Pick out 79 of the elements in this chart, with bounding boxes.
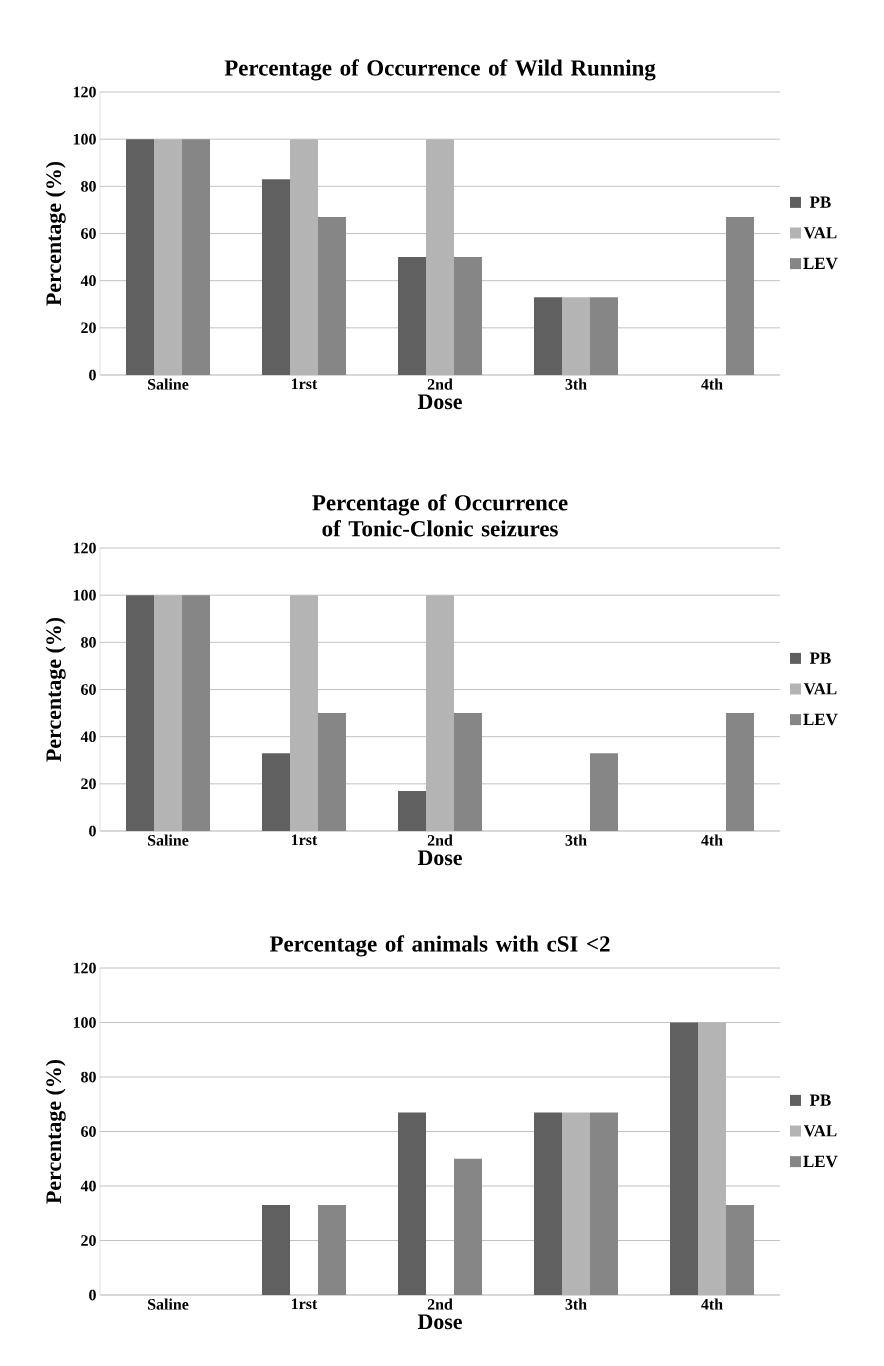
x-tick-label: 2nd <box>427 1298 453 1310</box>
y-tick-label: 80 <box>81 180 96 192</box>
legend-label: PB <box>809 196 831 208</box>
y-tick-label: 0 <box>89 369 96 381</box>
y-tick-label: 20 <box>81 322 96 334</box>
chart-title: Percentage of animals with cSI <2 <box>269 935 610 957</box>
y-axis-title: Percentage (%) <box>45 617 66 762</box>
bar <box>590 753 619 832</box>
x-tick-label: Saline <box>148 1298 189 1310</box>
bar <box>670 1022 699 1296</box>
legend-label: LEV <box>803 1155 838 1168</box>
bar <box>590 1112 619 1296</box>
x-axis-title: Dose <box>417 394 462 410</box>
y-axis-title: Percentage (%) <box>45 161 66 306</box>
x-tick-label: 1rst <box>292 378 318 390</box>
y-tick-label: 120 <box>73 542 96 554</box>
bar <box>318 713 346 832</box>
bar <box>262 753 290 832</box>
bar <box>262 1205 290 1296</box>
x-tick-label: Saline <box>148 834 189 846</box>
y-tick-label: 0 <box>89 825 96 837</box>
bar <box>454 257 482 375</box>
bar <box>726 217 755 375</box>
x-tick-label: 3th <box>565 1298 587 1310</box>
y-tick-label: 40 <box>80 731 96 743</box>
bar <box>534 1112 563 1296</box>
y-tick-label: 20 <box>81 1235 96 1246</box>
bar <box>590 297 619 375</box>
y-tick-label: 60 <box>81 1126 96 1137</box>
bar <box>398 257 426 375</box>
x-tick-label: Saline <box>148 378 189 390</box>
x-axis-title: Dose <box>417 850 462 866</box>
x-tick-label: 2nd <box>427 834 453 846</box>
legend-label: VAL <box>803 227 837 239</box>
bar <box>318 217 346 375</box>
y-tick-label: 40 <box>80 1180 96 1192</box>
legend-label: LEV <box>803 257 838 270</box>
bar <box>398 1112 426 1296</box>
x-tick-label: 4th <box>701 834 723 846</box>
y-tick-label: 20 <box>81 778 96 790</box>
bar <box>182 139 210 375</box>
y-tick-label: 0 <box>89 1289 96 1301</box>
bar <box>454 1158 482 1296</box>
chart-title: Percentage of Occurrence of Tonic-Clonic seizures <box>312 494 568 537</box>
y-tick-label: 80 <box>81 1071 96 1083</box>
bar <box>726 1205 755 1296</box>
legend-label: VAL <box>803 1125 837 1137</box>
y-tick-label: 100 <box>73 133 96 145</box>
x-tick-label: 3th <box>565 378 587 390</box>
x-tick-label: 4th <box>701 1298 723 1310</box>
bar <box>318 1205 346 1296</box>
y-tick-label: 80 <box>81 636 96 648</box>
y-axis-title: Percentage (%) <box>45 1059 66 1204</box>
bar <box>182 595 210 832</box>
bar <box>126 139 154 375</box>
y-tick-label: 100 <box>73 589 96 601</box>
x-tick-label: 2nd <box>427 378 453 390</box>
y-tick-label: 120 <box>73 962 96 974</box>
bar <box>126 595 154 832</box>
bar <box>534 297 563 375</box>
y-tick-label: 60 <box>81 684 96 695</box>
x-tick-label: 3th <box>565 834 587 846</box>
x-axis-title: Dose <box>417 1314 462 1330</box>
y-tick-label: 100 <box>73 1017 96 1028</box>
x-tick-label: 4th <box>701 378 723 390</box>
legend-label: PB <box>809 1094 831 1106</box>
legend-label: LEV <box>803 713 838 726</box>
bar <box>454 713 482 832</box>
chart-title: Percentage of Occurrence of Wild Running <box>224 59 656 81</box>
bar <box>726 713 755 832</box>
y-tick-label: 40 <box>80 275 96 287</box>
x-tick-label: 1rst <box>292 834 318 846</box>
bar <box>262 179 290 375</box>
y-tick-label: 60 <box>81 228 96 239</box>
x-tick-label: 1rst <box>292 1298 318 1310</box>
bar <box>398 790 426 832</box>
legend-label: PB <box>809 652 831 664</box>
legend-label: VAL <box>803 683 837 695</box>
y-tick-label: 120 <box>73 86 96 98</box>
